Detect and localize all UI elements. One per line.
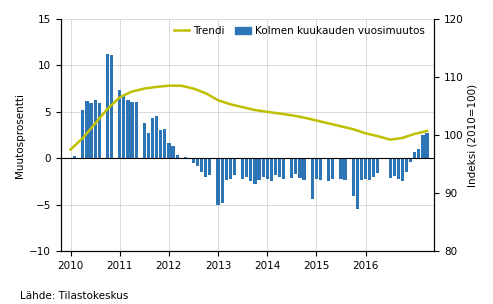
Bar [200,158,203,172]
Bar [422,135,424,158]
Bar [360,158,363,180]
Legend: Trendi, Kolmen kuukauden vuosimuutos: Trendi, Kolmen kuukauden vuosimuutos [170,22,429,40]
Bar [73,156,76,158]
Bar [98,102,101,158]
Bar [220,158,224,203]
Bar [151,118,154,158]
Bar [122,95,125,158]
Bar [126,100,130,158]
Bar [315,158,318,179]
Bar [401,158,404,181]
Bar [262,158,265,177]
Bar [270,158,273,181]
Bar [245,158,248,177]
Bar [278,158,281,177]
Bar [143,123,146,158]
Bar [344,158,347,180]
Bar [81,110,84,158]
Bar [192,158,195,163]
Bar [106,54,109,158]
Bar [249,158,252,181]
Bar [294,158,297,174]
Bar [118,91,121,158]
Bar [155,116,158,158]
Bar [405,158,408,172]
Bar [298,158,302,178]
Bar [282,158,285,179]
Bar [327,158,330,181]
Y-axis label: Muutosprosentti: Muutosprosentti [15,92,25,178]
Bar [311,158,314,199]
Bar [257,158,261,180]
Bar [85,101,89,158]
Bar [303,158,306,181]
Bar [352,158,355,196]
Bar [229,158,232,179]
Bar [159,130,162,158]
Bar [425,133,428,158]
Bar [172,146,175,158]
Bar [196,158,199,166]
Bar [290,158,293,178]
Bar [397,158,400,179]
Bar [204,158,208,177]
Bar [147,133,150,158]
Bar [388,158,392,178]
Bar [225,158,228,180]
Bar [110,55,113,158]
Bar [208,158,211,175]
Bar [274,158,277,175]
Y-axis label: Indeksi (2010=100): Indeksi (2010=100) [468,84,478,187]
Bar [94,100,97,158]
Bar [216,158,220,205]
Bar [241,158,244,179]
Bar [253,158,256,184]
Bar [163,130,167,158]
Bar [413,152,416,158]
Bar [356,158,359,209]
Bar [266,158,269,179]
Bar [184,157,187,158]
Bar [167,143,171,158]
Bar [368,158,371,181]
Bar [339,158,343,179]
Bar [364,158,367,179]
Bar [176,155,179,158]
Bar [372,158,375,177]
Bar [233,158,236,175]
Bar [131,102,134,158]
Bar [135,102,138,158]
Bar [90,102,93,158]
Bar [392,158,396,176]
Text: Lähde: Tilastokeskus: Lähde: Tilastokeskus [20,291,128,301]
Bar [376,158,380,173]
Bar [409,158,412,162]
Bar [319,158,322,180]
Bar [331,158,334,179]
Bar [417,149,421,158]
